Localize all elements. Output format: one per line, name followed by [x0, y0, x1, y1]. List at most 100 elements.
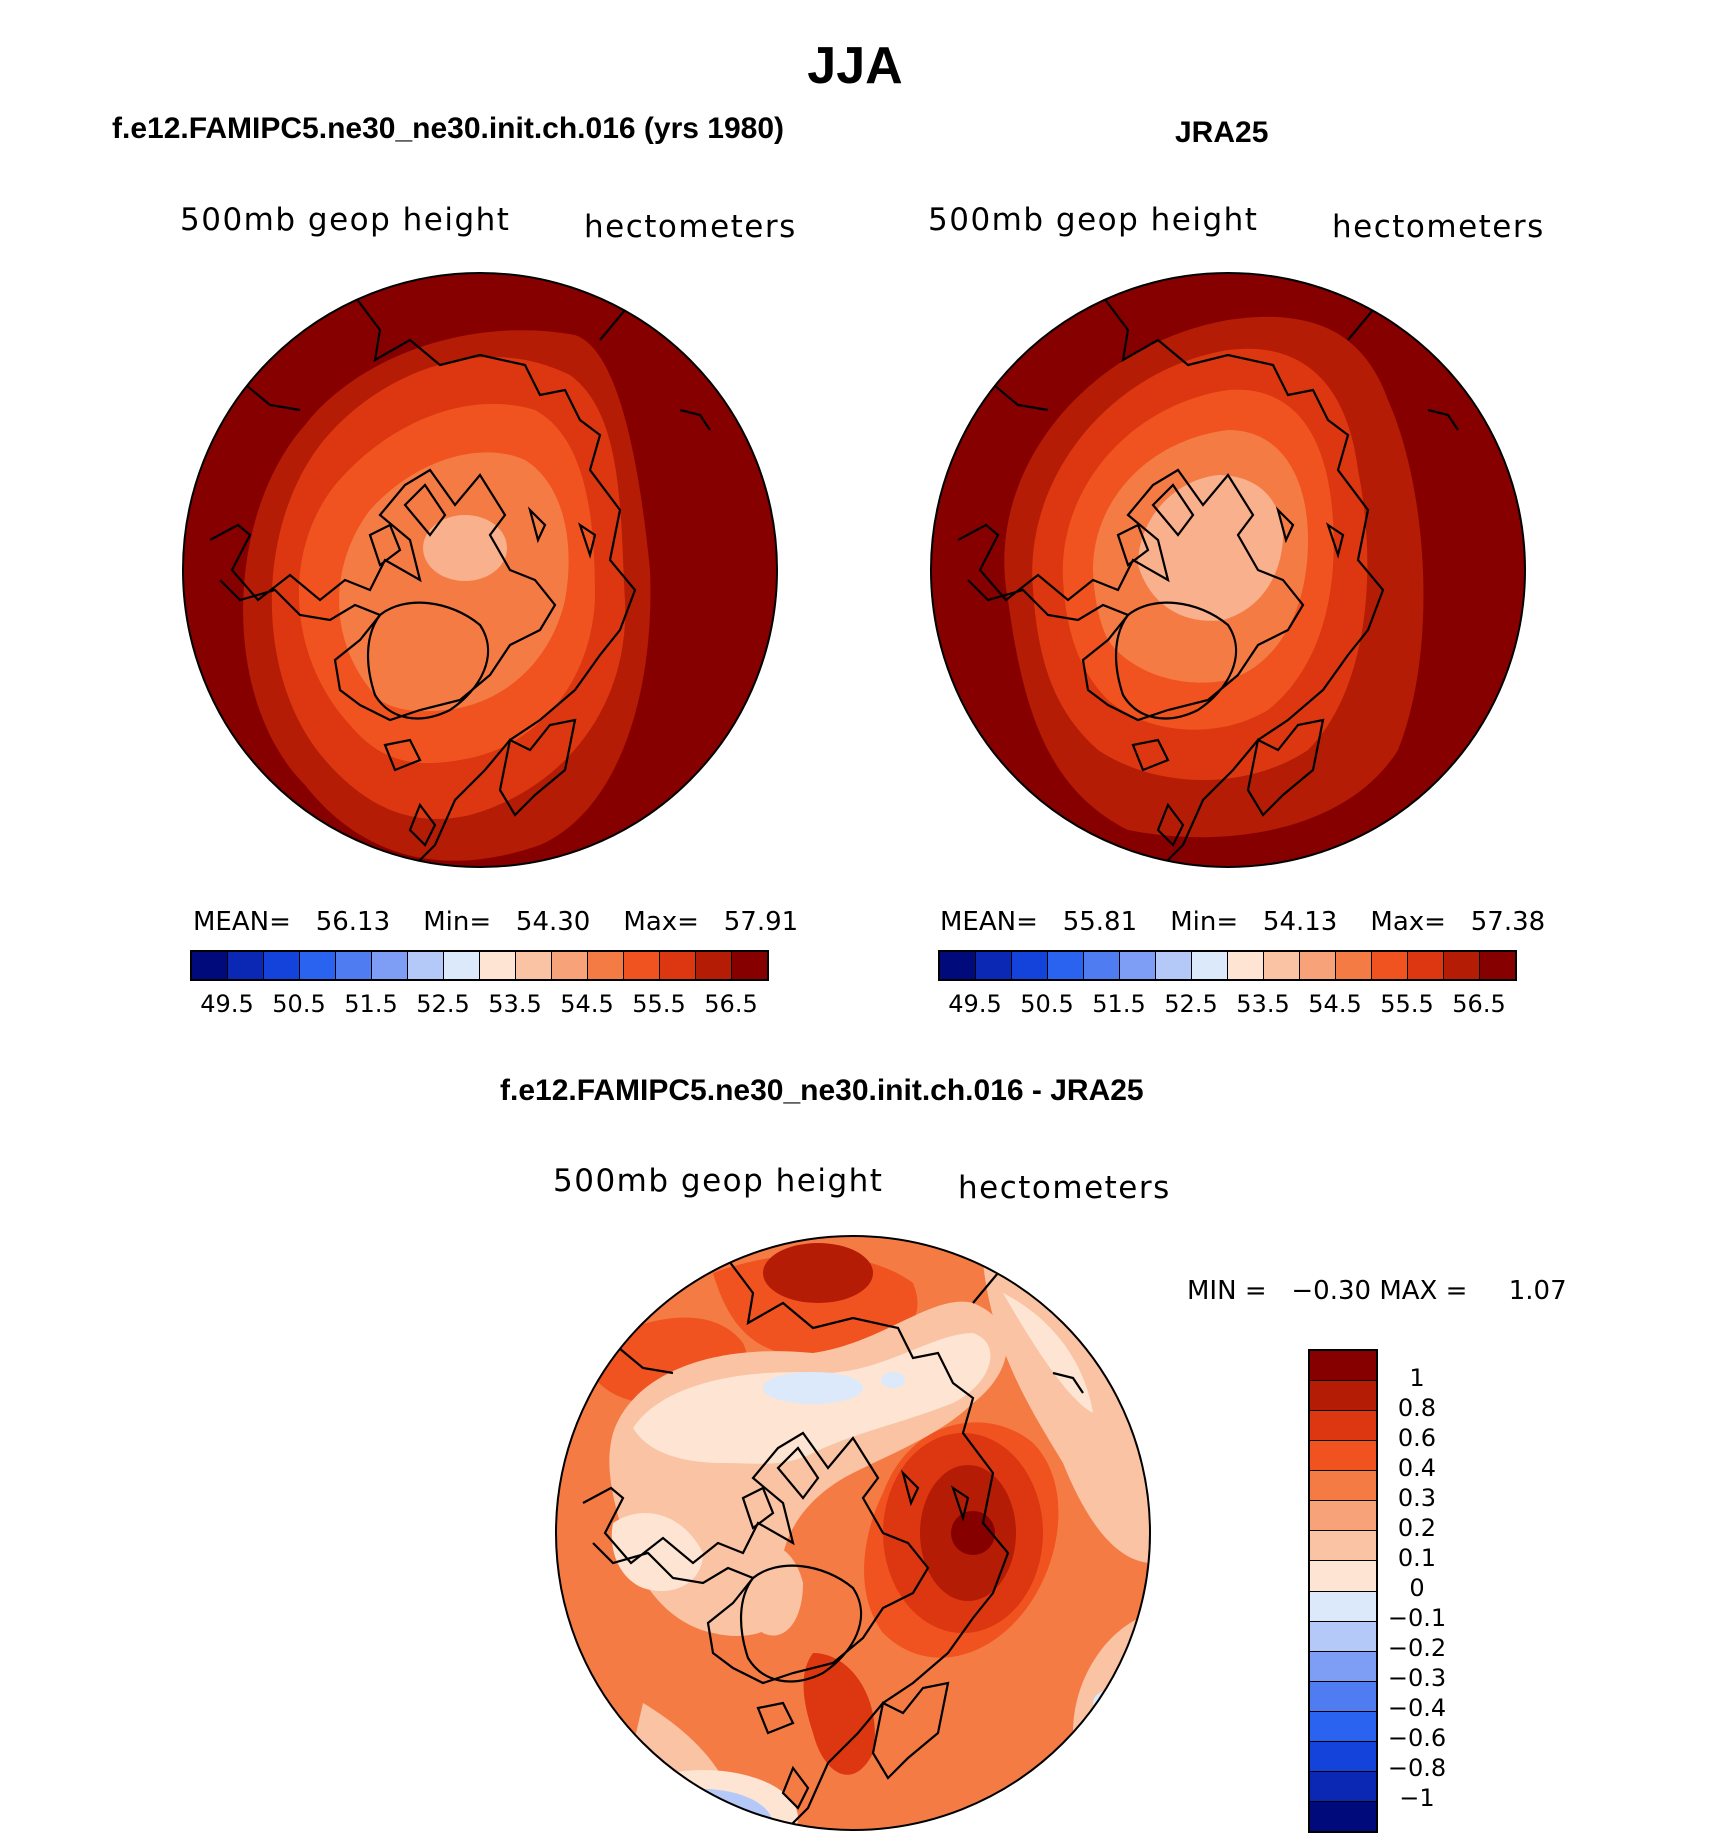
colorbar-swatch [1310, 1770, 1376, 1801]
colorbar-swatch [1083, 952, 1119, 979]
coastlines [957, 289, 1459, 867]
colorbar-swatch [1310, 1620, 1376, 1651]
colorbar-swatch [1310, 1710, 1376, 1741]
colorbar-tick-label: 55.5 [1380, 990, 1434, 1018]
obs-panel-title: JRA25 [1175, 116, 1269, 149]
colorbar-swatch [443, 952, 479, 979]
colorbar-swatch [1310, 1590, 1376, 1621]
colorbar-swatch [1407, 952, 1443, 979]
colorbar-tick-label: 51.5 [344, 990, 398, 1018]
obs-polar-map [930, 272, 1526, 868]
contour-fill-54 [423, 515, 507, 581]
contour-fill-0.2 [739, 1545, 803, 1636]
contour-fill-0.1 [611, 1513, 703, 1592]
colorbar-tick-label: −0.3 [1387, 1664, 1447, 1692]
colorbar-swatch [1119, 952, 1155, 979]
coastlines [209, 289, 711, 867]
colorbar-tick-label: 56.5 [1452, 990, 1506, 1018]
diff-colorbar-ticks: 1 0.8 0.6 0.4 0.3 0.2 0.1 0 −0.1 −0.2 −0.3 −0.4 −0.6… [1377, 1349, 1477, 1829]
diff-minmax: MIN = −0.30 MAX = 1.07 [1187, 1276, 1567, 1306]
map-border [555, 1235, 1151, 1831]
colorbar-swatch [731, 952, 767, 979]
model-polar-map [182, 272, 778, 868]
contour-fill-0.6 [803, 1653, 875, 1775]
colorbar-tick-label: 0 [1409, 1574, 1425, 1602]
colorbar-swatch [1443, 952, 1479, 979]
contour-fill-54.5 [339, 452, 569, 712]
model-colorbar-ticks: 49.5 50.5 51.5 52.5 53.5 54.5 55.5 56.5 [191, 990, 767, 1018]
colorbar-tick-label: 51.5 [1092, 990, 1146, 1018]
colorbar-tick-label: −0.6 [1387, 1724, 1447, 1752]
contour-fill-0 [763, 1372, 863, 1404]
colorbar-swatch [1479, 952, 1515, 979]
colorbar-swatch [299, 952, 335, 979]
model-colorbar [190, 950, 769, 981]
colorbar-tick-label: 54.5 [1308, 990, 1362, 1018]
contour-fill-0.2 [983, 1263, 1150, 1563]
colorbar-swatch [1310, 1530, 1376, 1561]
model-panel-title: f.e12.FAMIPC5.ne30_ne30.init.ch.016 (yrs… [112, 112, 784, 145]
obs-colorbar [938, 950, 1517, 981]
colorbar-swatch [1310, 1380, 1376, 1411]
colorbar-swatch [1310, 1410, 1376, 1441]
colorbar-tick-label: 1 [1409, 1364, 1425, 1392]
colorbar-swatch [263, 952, 299, 979]
map-border [182, 272, 778, 868]
colorbar-swatch [1047, 952, 1083, 979]
obs-variable-label: 500mb geop height [928, 202, 1259, 238]
colorbar-tick-label: 49.5 [948, 990, 1002, 1018]
colorbar-tick-label: 52.5 [416, 990, 470, 1018]
colorbar-tick-label: 52.5 [1164, 990, 1218, 1018]
colorbar-swatch [1310, 1650, 1376, 1681]
colorbar-swatch [1263, 952, 1299, 979]
colorbar-swatch [1310, 1560, 1376, 1591]
diff-variable-label: 500mb geop height [553, 1163, 884, 1199]
contour-fill-0 [1093, 1689, 1133, 1717]
colorbar-swatch [940, 952, 975, 979]
colorbar-tick-label: 54.5 [560, 990, 614, 1018]
colorbar-tick-label: 0.1 [1397, 1544, 1437, 1572]
model-stats: MEAN= 56.13 Min= 54.30 Max= 57.91 [193, 907, 799, 937]
colorbar-swatch [975, 952, 1011, 979]
colorbar-tick-label: −0.8 [1387, 1754, 1447, 1782]
obs-colorbar-ticks: 49.5 50.5 51.5 52.5 53.5 54.5 55.5 56.5 [939, 990, 1515, 1018]
colorbar-swatch [192, 952, 227, 979]
diff-polar-map [555, 1235, 1151, 1831]
colorbar-swatch [587, 952, 623, 979]
colorbar-swatch [515, 952, 551, 979]
colorbar-swatch [335, 952, 371, 979]
colorbar-swatch [695, 952, 731, 979]
colorbar-tick-label: 0.8 [1397, 1394, 1437, 1422]
diff-units-label: hectometers [958, 1170, 1171, 1206]
colorbar-swatch [1310, 1351, 1376, 1381]
colorbar-tick-label: 50.5 [272, 990, 326, 1018]
colorbar-tick-label: 0.4 [1397, 1454, 1437, 1482]
colorbar-tick-label: −0.1 [1387, 1604, 1447, 1632]
colorbar-swatch [1310, 1680, 1376, 1711]
obs-units-label: hectometers [1332, 209, 1545, 245]
colorbar-swatch [1299, 952, 1335, 979]
colorbar-swatch [1310, 1740, 1376, 1771]
contour-fill-0.1 [1003, 1293, 1093, 1413]
colorbar-swatch [1191, 952, 1227, 979]
diff-panel-title: f.e12.FAMIPC5.ne30_ne30.init.ch.016 - JR… [500, 1074, 1144, 1107]
colorbar-swatch [1310, 1440, 1376, 1471]
figure-title: JJA [807, 37, 903, 95]
colorbar-tick-label: −1 [1399, 1784, 1435, 1812]
colorbar-tick-label: 0.3 [1397, 1484, 1437, 1512]
contour-fill-54 [1138, 475, 1283, 621]
colorbar-tick-label: 0.6 [1397, 1424, 1437, 1452]
obs-stats: MEAN= 55.81 Min= 54.13 Max= 57.38 [940, 907, 1546, 937]
colorbar-tick-label: 53.5 [488, 990, 542, 1018]
colorbar-swatch [479, 952, 515, 979]
colorbar-swatch [1227, 952, 1263, 979]
colorbar-swatch [659, 952, 695, 979]
colorbar-swatch [407, 952, 443, 979]
colorbar-swatch [1310, 1500, 1376, 1531]
colorbar-tick-label: −0.2 [1387, 1634, 1447, 1662]
colorbar-tick-label: 53.5 [1236, 990, 1290, 1018]
colorbar-swatch [1011, 952, 1047, 979]
colorbar-swatch [1371, 952, 1407, 979]
model-variable-label: 500mb geop height [180, 202, 511, 238]
colorbar-swatch [1335, 952, 1371, 979]
